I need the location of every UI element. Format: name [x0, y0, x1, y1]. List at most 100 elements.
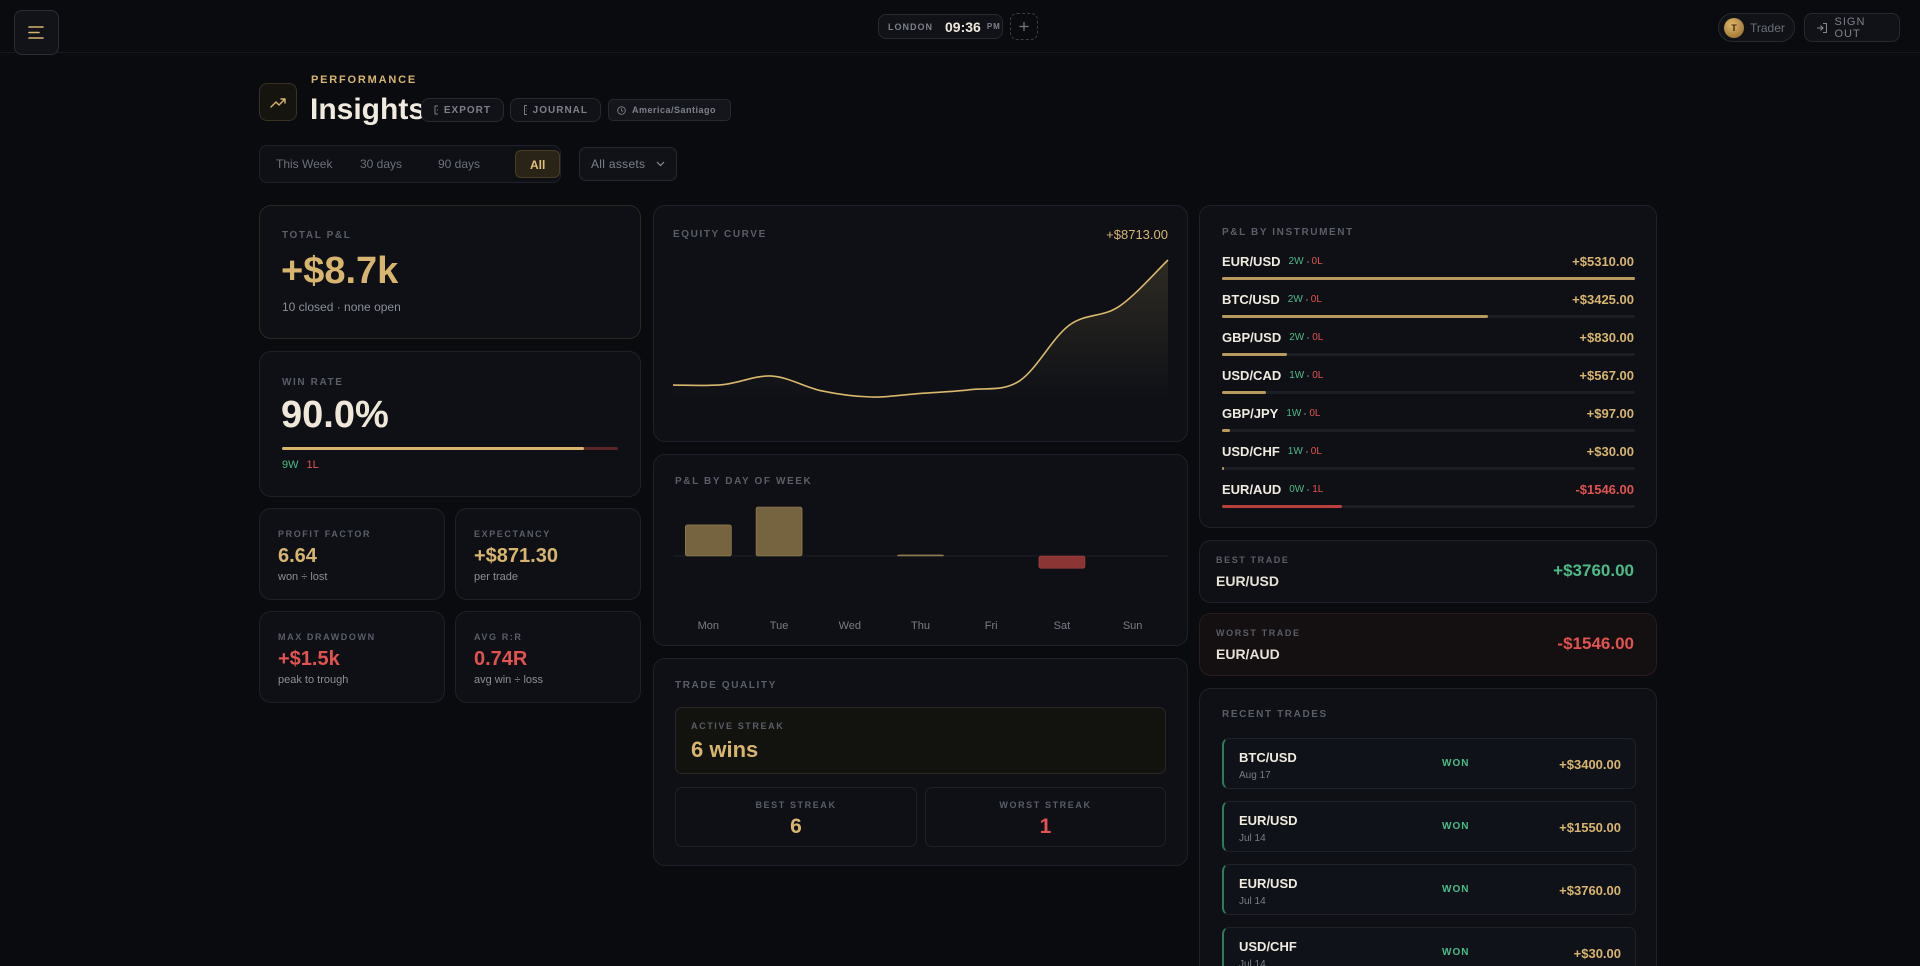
- instrument-value: +$567.00: [1579, 368, 1634, 383]
- journal-button[interactable]: JOURNAL: [510, 98, 601, 122]
- streak-value: 1: [1039, 815, 1052, 838]
- trade-row[interactable]: BTC/USD Aug 17 WON +$3400.00: [1222, 738, 1636, 789]
- instrument-track: [1222, 315, 1635, 318]
- trade-pair: EUR/AUD: [1216, 646, 1280, 662]
- losses: 0L: [1311, 256, 1323, 267]
- add-clock-button[interactable]: [1010, 13, 1038, 40]
- instrument-row: BTC/USD 2W 0L +$3425.00: [1222, 292, 1634, 307]
- separator: [1305, 450, 1308, 453]
- wins: 1W: [1289, 370, 1305, 381]
- eyebrow: PERFORMANCE: [311, 74, 417, 86]
- equity-end-label: +$8713.00: [1106, 227, 1168, 242]
- losses: 1L: [306, 459, 319, 471]
- range-button[interactable]: All: [515, 150, 561, 178]
- record: 1W 0L: [1288, 446, 1322, 457]
- win-rate-bar: [282, 447, 585, 450]
- instrument-value: +$830.00: [1579, 330, 1634, 345]
- journal-icon: [524, 105, 527, 115]
- trade-pair: EUR/USD: [1239, 813, 1298, 828]
- card-title: P&L BY INSTRUMENT: [1222, 227, 1354, 238]
- equity-card: EQUITY CURVE +$8713.00: [653, 205, 1188, 442]
- separator: [1305, 298, 1308, 301]
- instrument-row: GBP/USD 2W 0L +$830.00: [1222, 330, 1634, 345]
- losses: 0L: [1312, 332, 1324, 343]
- active-streak: ACTIVE STREAK 6 wins: [675, 707, 1166, 774]
- instrument-name: EUR/USD: [1222, 254, 1281, 269]
- wins: 2W: [1289, 332, 1305, 343]
- total-pnl-card: TOTAL P&L +$8.7k 10 closed · none open: [259, 205, 641, 339]
- instrument-row: USD/CAD 1W 0L +$567.00: [1222, 368, 1634, 383]
- stat-value: 0.74R: [474, 648, 528, 670]
- card-title: RECENT TRADES: [1222, 709, 1328, 720]
- card-title: TRADE QUALITY: [675, 680, 777, 691]
- asset-label: All assets: [591, 157, 646, 171]
- range-button[interactable]: This Week: [276, 157, 333, 171]
- day-bar: [1038, 555, 1086, 569]
- instrument-track: [1222, 429, 1635, 432]
- stat-value: +$1.5k: [278, 648, 340, 670]
- x-tick-label: Sun: [1123, 620, 1143, 632]
- trade-status: WON: [1442, 821, 1470, 832]
- instrument-name: USD/CHF: [1222, 444, 1280, 459]
- record: 1W 0L: [1289, 370, 1323, 381]
- instrument-bar: [1222, 429, 1230, 432]
- instrument-track: [1222, 391, 1635, 394]
- card-label: WORST TRADE: [1216, 628, 1301, 638]
- day-bar: [897, 554, 944, 557]
- instrument-value: +$5310.00: [1572, 254, 1634, 269]
- instrument-track: [1222, 467, 1635, 470]
- instrument-bar: [1222, 505, 1343, 508]
- wins: 9W: [282, 459, 299, 471]
- day-chart: Mon Tue Wed Thu Fri Sat Sun: [673, 506, 1168, 632]
- stat-value: +$871.30: [474, 545, 558, 567]
- record: 0W 1L: [1289, 484, 1323, 495]
- trade-pair: EUR/USD: [1216, 573, 1280, 589]
- card-label: AVG R:R: [474, 632, 523, 642]
- trade-row[interactable]: EUR/USD Jul 14 WON +$3760.00: [1222, 864, 1636, 915]
- card-label: EXPECTANCY: [474, 529, 551, 539]
- trade-date: Aug 17: [1239, 770, 1271, 781]
- losses: 1L: [1312, 484, 1324, 495]
- instrument-name: EUR/AUD: [1222, 482, 1282, 497]
- card-note: 10 closed · none open: [282, 300, 401, 314]
- x-tick-label: Tue: [770, 620, 789, 632]
- range-filter: This Week 30 days 90 days All: [259, 145, 561, 183]
- page-icon: [259, 83, 297, 121]
- equity-area: [673, 260, 1168, 401]
- instrument-value: +$3425.00: [1572, 292, 1634, 307]
- stat-value: 6.64: [278, 545, 317, 567]
- export-button[interactable]: EXPORT: [421, 98, 504, 122]
- best-trade-card: BEST TRADE EUR/USD +$3760.00: [1199, 540, 1657, 603]
- card-label: PROFIT FACTOR: [278, 529, 372, 539]
- instrument-track: [1222, 277, 1635, 280]
- win-loss: 9W 1L: [282, 459, 319, 471]
- user-pill[interactable]: T Trader: [1718, 13, 1795, 42]
- sign-out-button[interactable]: SIGN OUT: [1804, 13, 1900, 42]
- topbar-divider: [0, 52, 1920, 53]
- instrument-row: EUR/AUD 0W 1L -$1546.00: [1222, 482, 1634, 497]
- x-tick-label: Wed: [839, 620, 861, 632]
- chart-title: EQUITY CURVE: [673, 229, 767, 240]
- clock-ampm: PM: [986, 22, 1001, 31]
- chart-title: P&L BY DAY OF WEEK: [675, 476, 813, 487]
- clock-time: 09:36: [945, 18, 981, 35]
- menu-button[interactable]: [14, 10, 59, 55]
- range-button[interactable]: 30 days: [360, 157, 403, 171]
- win-rate-card: WIN RATE 90.0% 9W 1L: [259, 351, 641, 497]
- range-button[interactable]: 90 days: [438, 157, 481, 171]
- day-bar: [685, 524, 732, 557]
- card-label: WIN RATE: [282, 377, 344, 388]
- instrument-bar: [1222, 315, 1489, 318]
- day-card: P&L BY DAY OF WEEK Mon Tue Wed Thu Fri Sat Sun: [653, 454, 1188, 646]
- separator: [1306, 260, 1309, 263]
- instrument-row: EUR/USD 2W 0L +$5310.00: [1222, 254, 1634, 269]
- asset-dropdown[interactable]: All assets: [579, 147, 677, 181]
- equity-line: [672, 259, 1169, 398]
- trade-row[interactable]: EUR/USD Jul 14 WON +$1550.00: [1222, 801, 1636, 852]
- instrument-bar: [1222, 467, 1225, 470]
- trade-date: Jul 14: [1239, 959, 1266, 966]
- x-tick-label: Sat: [1054, 620, 1071, 632]
- wins: 1W: [1286, 408, 1302, 419]
- trade-row[interactable]: USD/CHF Jul 14 WON +$30.00: [1222, 927, 1636, 966]
